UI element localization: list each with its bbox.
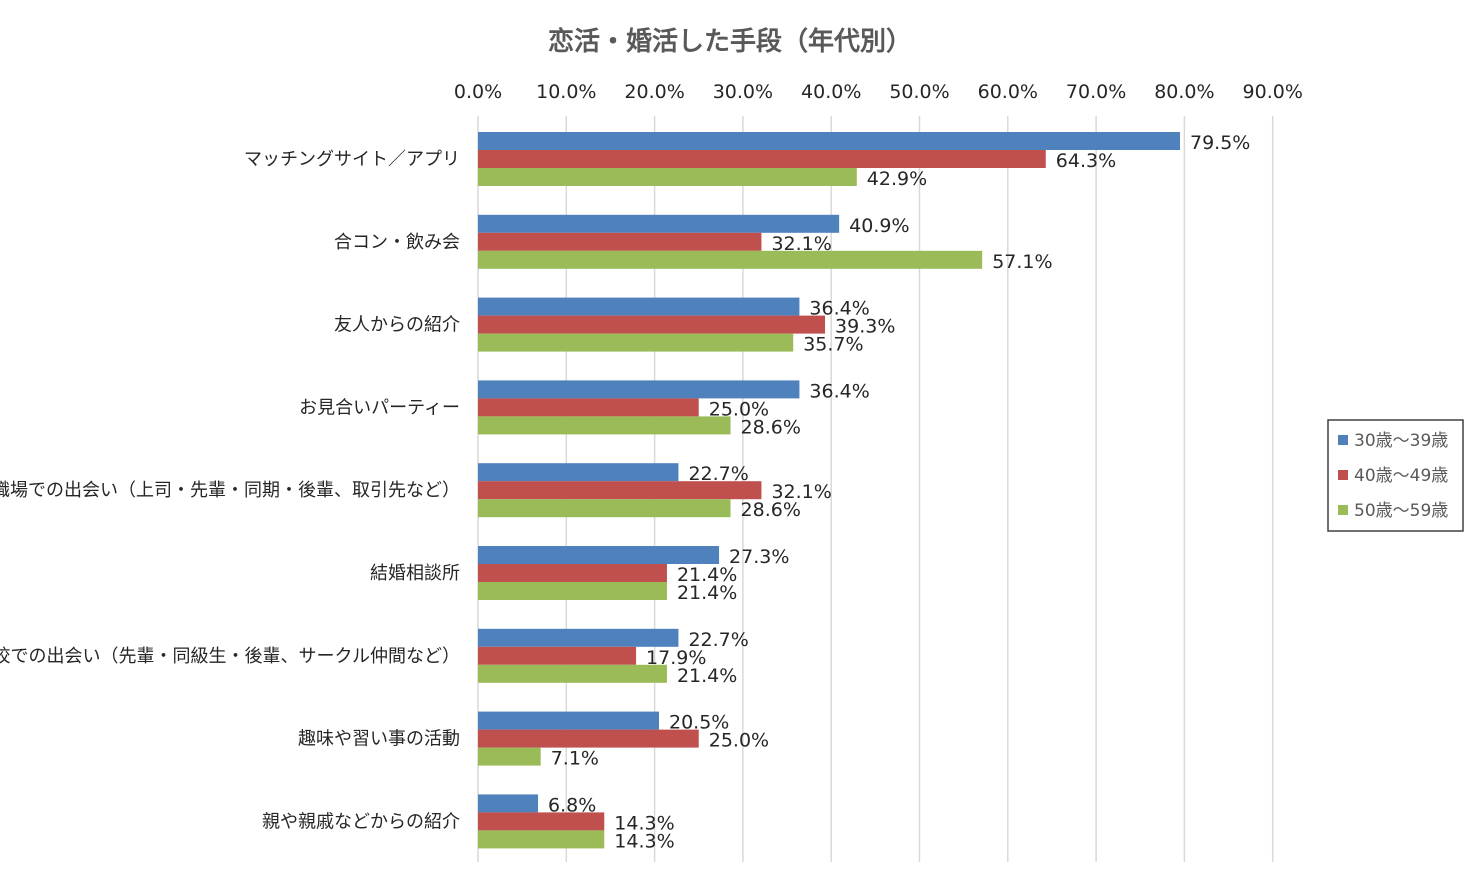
bar	[478, 628, 679, 647]
x-tick-label: 0.0%	[454, 81, 502, 103]
category-label: 結婚相談所	[370, 563, 460, 584]
data-label: 79.5%	[1190, 132, 1250, 154]
bar	[478, 398, 699, 417]
data-label: 25.0%	[709, 730, 769, 752]
bar	[478, 564, 667, 582]
data-label: 14.3%	[614, 812, 674, 834]
bar	[478, 481, 762, 500]
category-label: 趣味や習い事の活動	[298, 729, 460, 750]
data-label: 28.6%	[741, 416, 801, 438]
data-label: 32.1%	[771, 481, 831, 503]
x-tick-label: 30.0%	[713, 81, 773, 103]
legend-label: 30歳～39歳	[1354, 431, 1448, 451]
category-label: 職場での出会い（上司・先輩・同期・後輩、取引先など）	[0, 480, 460, 501]
bar	[478, 380, 800, 399]
data-label: 57.1%	[992, 251, 1052, 273]
bar	[478, 546, 720, 564]
bar	[478, 333, 794, 352]
data-label: 36.4%	[809, 298, 869, 320]
category-label: 合コン・飲み会	[334, 232, 460, 253]
data-label: 20.5%	[669, 712, 729, 734]
bar	[478, 711, 660, 730]
data-label: 7.1%	[551, 748, 599, 770]
bar	[478, 250, 983, 269]
bar	[478, 499, 731, 518]
bar	[478, 582, 667, 600]
bars	[478, 132, 1180, 849]
data-label: 21.4%	[677, 582, 737, 604]
data-label: 21.4%	[677, 665, 737, 687]
data-label: 36.4%	[809, 380, 869, 402]
x-tick-label: 60.0%	[978, 81, 1038, 103]
chart-title: 恋活・婚活した手段（年代別）	[548, 26, 912, 57]
x-tick-label: 80.0%	[1154, 81, 1214, 103]
x-tick-label: 20.0%	[624, 81, 684, 103]
category-label: 親や親戚などからの紹介	[262, 811, 460, 832]
bar	[478, 416, 731, 435]
category-label: マッチングサイト／アプリ	[244, 149, 460, 170]
data-label: 32.1%	[771, 233, 831, 255]
data-label: 35.7%	[803, 334, 863, 356]
bar	[478, 646, 637, 665]
data-label: 64.3%	[1056, 150, 1116, 172]
category-label: 友人からの紹介	[334, 315, 460, 336]
data-label: 21.4%	[677, 564, 737, 586]
data-label: 14.3%	[614, 830, 674, 852]
legend-box	[1327, 419, 1464, 532]
legend-label: 50歳～59歳	[1354, 501, 1448, 521]
bar	[478, 132, 1180, 150]
bar	[478, 664, 667, 683]
bar	[478, 812, 605, 831]
bar	[478, 794, 539, 813]
legend-swatch	[1338, 505, 1348, 515]
bar	[478, 168, 857, 186]
category-label: 学校での出会い（先輩・同級生・後輩、サークル仲間など）	[0, 646, 460, 667]
data-label: 39.3%	[835, 316, 895, 338]
bar	[478, 150, 1046, 168]
x-tick-label: 90.0%	[1243, 81, 1303, 103]
data-label: 27.3%	[729, 546, 789, 568]
bar	[478, 297, 800, 316]
data-label: 17.9%	[646, 647, 706, 669]
bar	[478, 315, 826, 334]
bar	[478, 214, 840, 233]
data-label: 28.6%	[741, 499, 801, 521]
bar	[478, 729, 699, 748]
x-axis-ticks: 0.0% 10.0% 20.0% 30.0% 40.0% 50.0% 60.0% 70.0% 8…	[454, 81, 1303, 103]
bar	[478, 232, 762, 251]
data-labels: 79.5%64.3%42.9%40.9%32.1%57.1%36.4%39.3%…	[548, 132, 1250, 852]
x-tick-label: 70.0%	[1066, 81, 1126, 103]
bar	[478, 463, 679, 482]
data-label: 40.9%	[849, 215, 909, 237]
legend-swatch	[1338, 435, 1348, 445]
data-label: 22.7%	[688, 463, 748, 485]
x-tick-label: 50.0%	[889, 81, 949, 103]
legend-swatch	[1338, 470, 1348, 480]
bar	[478, 830, 605, 849]
data-label: 22.7%	[688, 629, 748, 651]
legend: 30歳～39歳 40歳～49歳 50歳～59歳	[1327, 419, 1464, 532]
data-label: 6.8%	[548, 794, 596, 816]
data-label: 25.0%	[709, 398, 769, 420]
data-label: 42.9%	[867, 168, 927, 190]
category-label: お見合いパーティー	[299, 397, 460, 418]
x-tick-label: 10.0%	[536, 81, 596, 103]
category-labels: マッチングサイト／アプリ合コン・飲み会友人からの紹介お見合いパーティー職場での出…	[0, 149, 460, 832]
x-tick-label: 40.0%	[801, 81, 861, 103]
bar	[478, 747, 541, 766]
legend-label: 40歳～49歳	[1354, 466, 1448, 486]
